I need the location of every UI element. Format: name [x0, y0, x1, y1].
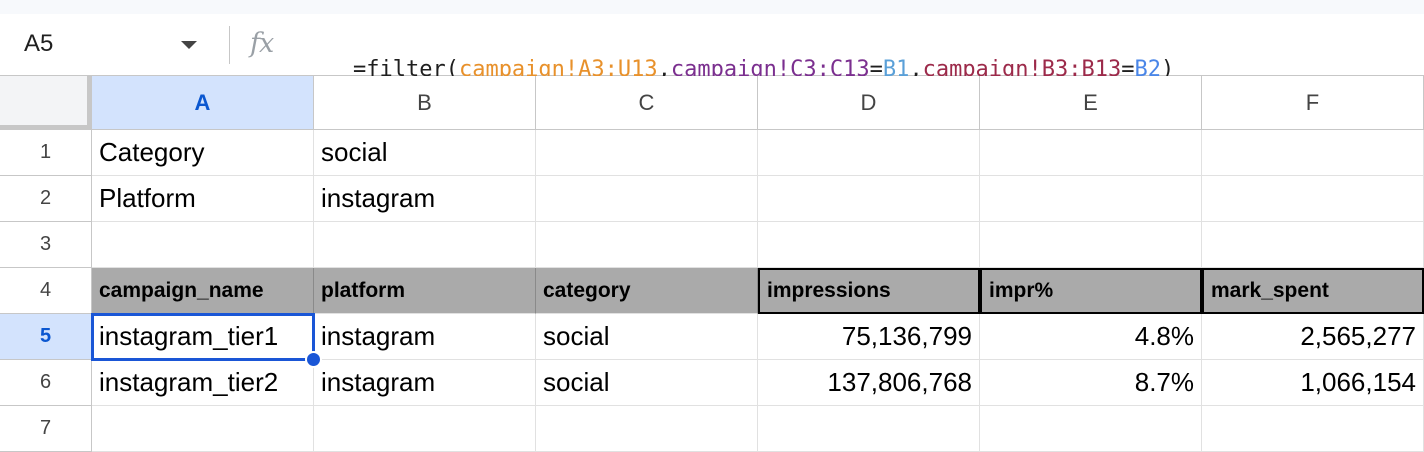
cell-b7[interactable]: [314, 406, 536, 452]
cell-a3[interactable]: [92, 222, 314, 268]
cell-b4[interactable]: platform: [314, 268, 536, 314]
cell-d6[interactable]: 137,806,768: [758, 360, 980, 406]
select-all-corner[interactable]: [0, 76, 92, 130]
cell-e4[interactable]: impr%: [980, 268, 1202, 314]
cell-e7[interactable]: [980, 406, 1202, 452]
cell-b1[interactable]: social: [314, 130, 536, 176]
cell-a6[interactable]: instagram_tier2: [92, 360, 314, 406]
cell-f7[interactable]: [1202, 406, 1424, 452]
column-header-f[interactable]: F: [1202, 76, 1424, 130]
name-box-dropdown-icon[interactable]: [181, 41, 197, 49]
cell-b3[interactable]: [314, 222, 536, 268]
cell-c5[interactable]: social: [536, 314, 758, 360]
formula-part: ,: [657, 57, 671, 82]
cell-d7[interactable]: [758, 406, 980, 452]
cell-d1[interactable]: [758, 130, 980, 176]
cell-e2[interactable]: [980, 176, 1202, 222]
cell-d3[interactable]: [758, 222, 980, 268]
cell-f6[interactable]: 1,066,154: [1202, 360, 1424, 406]
cell-e6[interactable]: 8.7%: [980, 360, 1202, 406]
cell-c6[interactable]: social: [536, 360, 758, 406]
cell-a7[interactable]: [92, 406, 314, 452]
cell-b6[interactable]: instagram: [314, 360, 536, 406]
row-header-1[interactable]: 1: [0, 130, 92, 176]
formula-bar: A5 fx =filter(campaign!A3:U13,campaign!C…: [0, 14, 1424, 82]
cell-f2[interactable]: [1202, 176, 1424, 222]
column-header-b[interactable]: B: [314, 76, 536, 130]
cell-f4[interactable]: mark_spent: [1202, 268, 1424, 314]
column-header-a[interactable]: A: [92, 76, 314, 130]
cell-d4[interactable]: impressions: [758, 268, 980, 314]
fill-handle[interactable]: [305, 351, 322, 368]
column-header-e[interactable]: E: [980, 76, 1202, 130]
cell-e5[interactable]: 4.8%: [980, 314, 1202, 360]
formula-bar-divider: [229, 26, 230, 64]
fx-icon: fx: [250, 28, 274, 59]
cell-c4[interactable]: category: [536, 268, 758, 314]
cell-a5[interactable]: instagram_tier1: [92, 314, 314, 360]
row-header-6[interactable]: 6: [0, 360, 92, 406]
row-header-3[interactable]: 3: [0, 222, 92, 268]
cell-e1[interactable]: [980, 130, 1202, 176]
row-header-5[interactable]: 5: [0, 314, 92, 360]
formula-input[interactable]: =filter(campaign!A3:U13,campaign!C3:C13=…: [300, 32, 1174, 107]
cell-c2[interactable]: [536, 176, 758, 222]
cell-b5[interactable]: instagram: [314, 314, 536, 360]
formula-part: =: [1121, 57, 1135, 82]
formula-part: ,: [909, 57, 923, 82]
row-header-7[interactable]: 7: [0, 406, 92, 452]
name-box[interactable]: A5: [24, 30, 54, 57]
cell-d2[interactable]: [758, 176, 980, 222]
cell-f5[interactable]: 2,565,277: [1202, 314, 1424, 360]
cell-f1[interactable]: [1202, 130, 1424, 176]
cell-c1[interactable]: [536, 130, 758, 176]
formula-part: ): [1161, 57, 1175, 82]
cell-a1[interactable]: Category: [92, 130, 314, 176]
row-header-4[interactable]: 4: [0, 268, 92, 314]
cell-b2[interactable]: instagram: [314, 176, 536, 222]
cell-a4[interactable]: campaign_name: [92, 268, 314, 314]
row-header-2[interactable]: 2: [0, 176, 92, 222]
cell-d5[interactable]: 75,136,799: [758, 314, 980, 360]
cell-c7[interactable]: [536, 406, 758, 452]
column-header-c[interactable]: C: [536, 76, 758, 130]
cell-a2[interactable]: Platform: [92, 176, 314, 222]
formula-part: =: [869, 57, 883, 82]
column-header-d[interactable]: D: [758, 76, 980, 130]
cell-f3[interactable]: [1202, 222, 1424, 268]
cell-e3[interactable]: [980, 222, 1202, 268]
cell-c3[interactable]: [536, 222, 758, 268]
top-strip: [0, 0, 1424, 14]
